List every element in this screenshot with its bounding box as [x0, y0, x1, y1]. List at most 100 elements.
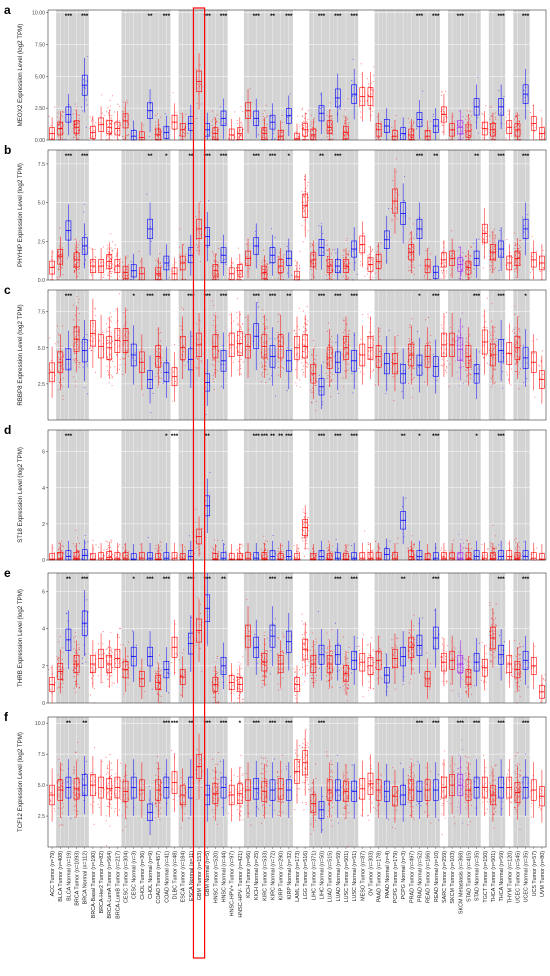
data-point	[542, 350, 543, 351]
sig-stars: ***	[351, 293, 359, 300]
data-point	[543, 126, 544, 127]
data-point	[110, 540, 111, 541]
sig-stars: ***	[253, 13, 261, 20]
data-point	[323, 251, 324, 252]
data-point	[249, 350, 250, 351]
data-point	[106, 329, 107, 330]
data-point	[214, 132, 215, 133]
data-point	[307, 192, 308, 193]
data-point	[302, 108, 303, 109]
data-point	[122, 262, 123, 263]
data-point	[530, 272, 531, 273]
data-point	[200, 343, 201, 344]
y-tick-label: 0.0	[38, 278, 45, 284]
data-point	[158, 333, 159, 334]
data-point	[75, 315, 76, 316]
data-point	[102, 113, 103, 114]
data-point	[469, 118, 470, 119]
data-point	[100, 262, 101, 263]
data-point	[367, 273, 368, 274]
data-point	[331, 119, 332, 120]
data-point	[95, 315, 96, 316]
data-point	[119, 120, 120, 121]
data-point	[175, 381, 176, 382]
data-point	[271, 228, 272, 229]
sig-stars: ***	[497, 293, 505, 300]
data-point	[318, 225, 319, 226]
data-point	[298, 357, 299, 358]
data-point	[279, 274, 280, 275]
data-point	[412, 342, 413, 343]
data-point	[340, 108, 341, 109]
data-point	[110, 258, 111, 259]
data-point	[299, 267, 300, 268]
data-point	[59, 276, 60, 277]
data-point	[106, 332, 107, 333]
data-point	[495, 119, 496, 120]
data-point	[360, 371, 361, 372]
data-point	[462, 313, 463, 314]
data-point	[77, 276, 78, 277]
data-point	[459, 345, 460, 346]
data-point	[429, 131, 430, 132]
data-point	[493, 132, 494, 133]
data-point	[408, 241, 409, 242]
data-point	[75, 128, 76, 129]
data-point	[334, 249, 335, 250]
data-point	[348, 330, 349, 331]
data-point	[379, 367, 380, 368]
data-point	[79, 241, 80, 242]
sig-stars: ***	[432, 293, 440, 300]
data-point	[112, 385, 113, 386]
data-point	[265, 137, 266, 138]
data-point	[181, 326, 182, 327]
data-point	[369, 256, 370, 257]
data-point	[328, 262, 329, 263]
data-point	[404, 200, 405, 201]
data-point	[265, 354, 266, 355]
data-point	[523, 382, 524, 383]
data-point	[424, 275, 425, 276]
data-point	[265, 261, 266, 262]
data-point	[73, 319, 74, 320]
data-point	[108, 272, 109, 273]
data-point	[452, 338, 453, 339]
y-axis-label: MEOX2 Expression Level (log2 TPM)	[17, 24, 24, 127]
data-point	[110, 263, 111, 264]
data-point	[332, 274, 333, 275]
data-point	[310, 243, 311, 244]
data-point	[273, 133, 274, 134]
data-point	[459, 134, 460, 135]
data-point	[164, 380, 165, 381]
data-point	[132, 357, 133, 358]
data-point	[263, 342, 264, 343]
data-point	[99, 340, 100, 341]
data-point	[465, 130, 466, 131]
data-point	[275, 396, 276, 397]
data-point	[103, 277, 104, 278]
data-point	[344, 343, 345, 344]
data-point	[520, 264, 521, 265]
data-point	[295, 333, 296, 334]
panel-b: 0.02.55.07.5****************************…	[4, 143, 546, 284]
data-point	[50, 125, 51, 126]
data-point	[322, 401, 323, 402]
data-point	[322, 233, 323, 234]
data-point	[426, 269, 427, 270]
data-point	[514, 248, 515, 249]
data-point	[262, 365, 263, 366]
data-point	[347, 352, 348, 353]
data-point	[200, 261, 201, 262]
data-point	[328, 132, 329, 133]
data-point	[303, 195, 304, 196]
data-point	[208, 134, 209, 135]
data-point	[331, 348, 332, 349]
data-point	[224, 259, 225, 260]
data-point	[413, 341, 414, 342]
data-point	[217, 262, 218, 263]
data-point	[310, 390, 311, 391]
data-point	[331, 253, 332, 254]
data-point	[482, 114, 483, 115]
data-point	[519, 115, 520, 116]
data-point	[159, 348, 160, 349]
